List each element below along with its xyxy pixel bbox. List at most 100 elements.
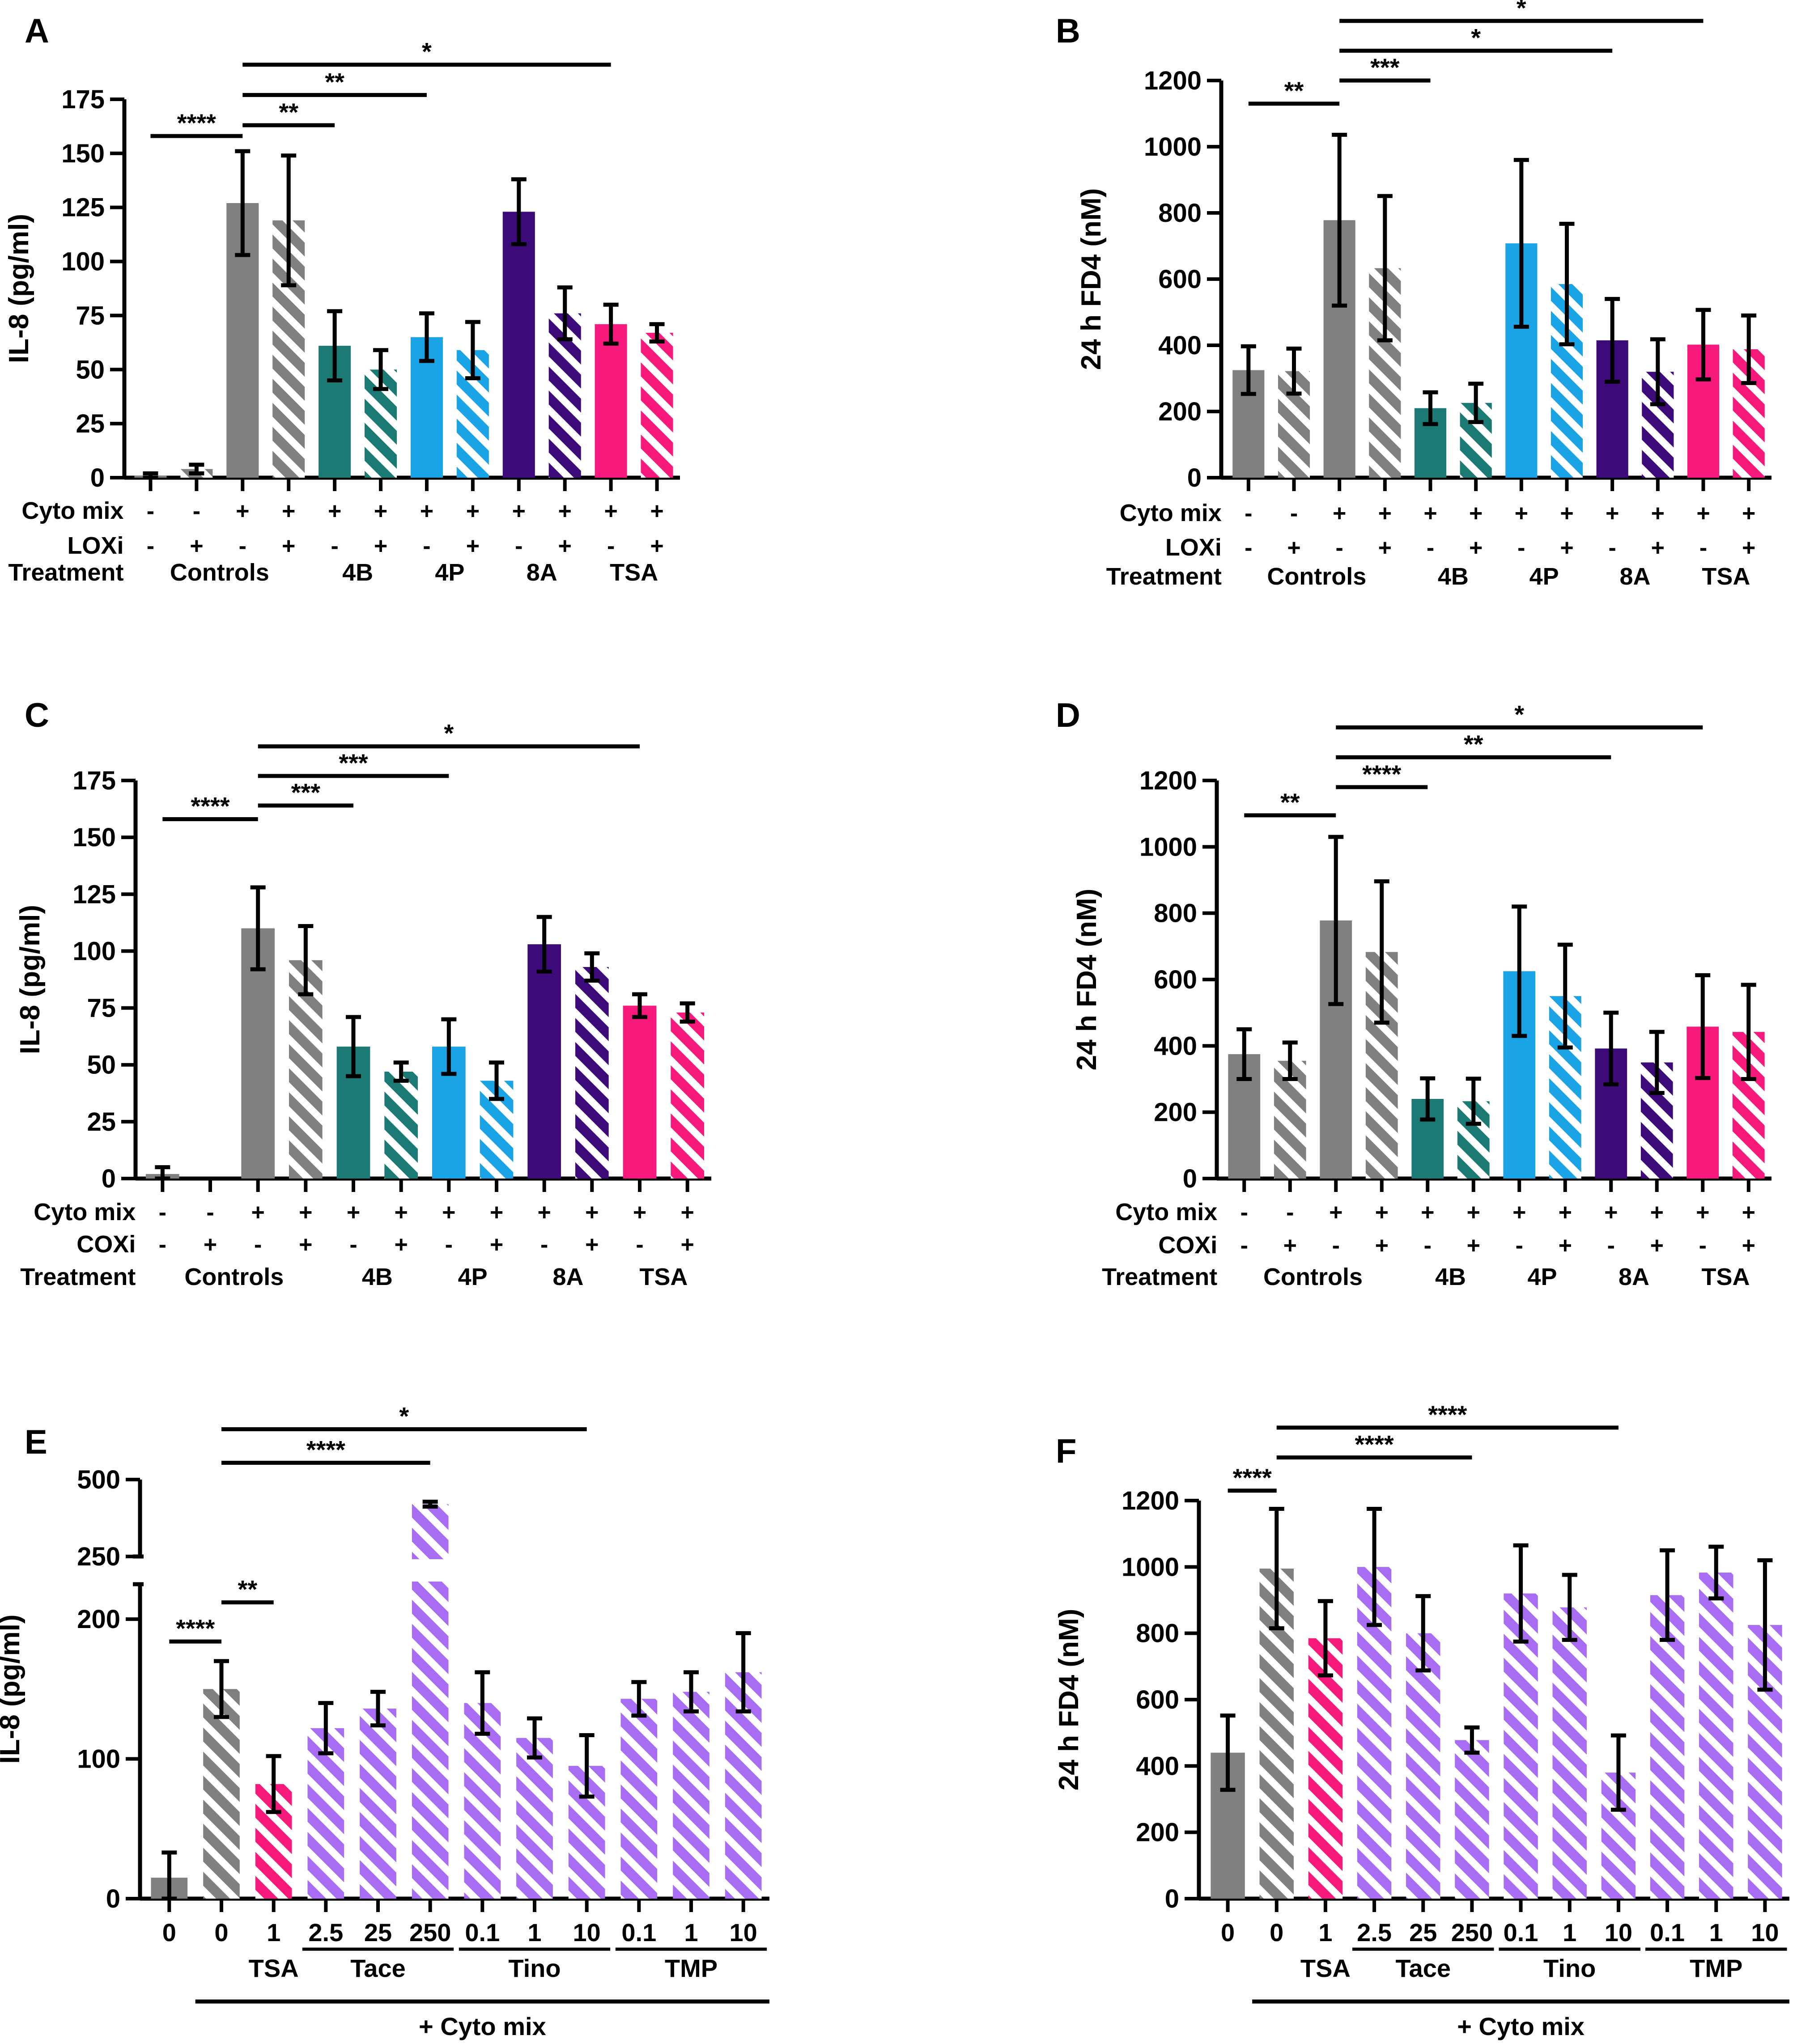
bar (384, 1071, 418, 1179)
row-sign: + (1378, 535, 1392, 561)
treatment-label: TSA (1702, 1264, 1750, 1290)
panel-letter: A (25, 12, 49, 50)
row-sign: + (558, 498, 572, 524)
row-sign: + (1650, 1200, 1664, 1226)
row-sign: - (607, 533, 615, 559)
row-sign: + (1606, 500, 1619, 526)
row-sign: - (1517, 535, 1525, 561)
y-tick-label: 600 (1136, 1685, 1179, 1714)
dose-label: 10 (1605, 1918, 1632, 1946)
y-tick-label: 0 (1165, 1884, 1179, 1913)
row-sign: + (1696, 500, 1710, 526)
row-sign: - (159, 1200, 166, 1226)
row-sign: + (1287, 535, 1300, 561)
treatment-label: 4P (1529, 563, 1559, 590)
y-tick-label: 800 (1154, 899, 1197, 928)
significance-stars: * (444, 719, 454, 747)
row-sign: + (374, 498, 387, 524)
significance-stars: **** (1428, 1400, 1467, 1429)
row-sign: - (1290, 500, 1298, 526)
row-label: COXi (1158, 1232, 1217, 1259)
bar (620, 1699, 658, 1899)
dose-label: 1 (684, 1918, 698, 1946)
y-tick-label: 75 (87, 994, 116, 1023)
significance-stars: **** (177, 109, 216, 137)
significance-stars: ** (325, 68, 344, 96)
row-sign: - (423, 533, 430, 559)
dose-label: 10 (573, 1918, 601, 1946)
row-sign: + (1467, 1200, 1480, 1226)
row-label: Treatment (1106, 563, 1222, 590)
dose-label: 1 (1318, 1918, 1332, 1946)
y-tick-label: 125 (72, 880, 116, 909)
significance-stars: ** (238, 1575, 258, 1603)
row-sign: + (299, 1232, 312, 1258)
row-sign: - (1516, 1233, 1523, 1259)
row-sign: + (537, 1200, 551, 1226)
treatment-label: Controls (184, 1264, 284, 1290)
bar (575, 967, 609, 1179)
dose-label: 250 (409, 1918, 451, 1946)
row-sign: + (299, 1200, 312, 1226)
significance-stars: ** (1280, 788, 1300, 816)
y-tick-label: 600 (1158, 265, 1202, 294)
treatment-label: Controls (1263, 1264, 1363, 1290)
row-sign: - (239, 533, 246, 559)
y-tick-label: 0 (90, 463, 105, 492)
bar (641, 333, 673, 478)
treatment-label: 4B (362, 1264, 393, 1290)
y-tick-label: 500 (77, 1465, 120, 1494)
row-sign: - (147, 498, 154, 524)
bar (1406, 1633, 1440, 1899)
row-sign: + (558, 533, 572, 559)
bar (1650, 1595, 1685, 1899)
row-sign: + (282, 498, 295, 524)
row-sign: - (349, 1232, 357, 1258)
row-sign: + (420, 498, 433, 524)
row-sign: + (1651, 500, 1665, 526)
row-sign: + (1423, 500, 1437, 526)
y-axis-title: 24 h FD4 (nM) (1054, 1609, 1084, 1790)
row-sign: + (1469, 535, 1483, 561)
row-sign: - (515, 533, 523, 559)
dose-label: 2.5 (1357, 1918, 1392, 1946)
treatment-label: TSA (639, 1264, 688, 1290)
y-tick-label: 1000 (1144, 132, 1202, 161)
dose-label: 1 (267, 1918, 280, 1946)
group-label: Tace (1396, 1954, 1451, 1982)
y-tick-label: 50 (87, 1051, 116, 1080)
significance-stars: ** (279, 98, 298, 126)
treatment-label: 4P (435, 559, 464, 586)
row-sign: + (1604, 1200, 1618, 1226)
y-axis-title: IL-8 (pg/ml) (4, 214, 34, 363)
row-sign: + (650, 498, 663, 524)
y-tick-label: 200 (1136, 1818, 1179, 1847)
row-sign: - (1699, 1233, 1707, 1259)
significance-stars: **** (191, 792, 229, 820)
row-sign: - (1245, 500, 1252, 526)
row-sign: - (159, 1232, 166, 1258)
row-sign: + (251, 1200, 264, 1226)
significance-stars: *** (1370, 53, 1400, 81)
y-tick-label: 200 (1154, 1098, 1197, 1127)
bar (623, 1005, 657, 1179)
panel-letter: F (1056, 1432, 1076, 1470)
significance-stars: **** (1362, 760, 1401, 788)
y-tick-label: 100 (77, 1745, 120, 1774)
treatment-label: 8A (527, 559, 557, 586)
row-sign: + (1469, 500, 1483, 526)
row-sign: + (1742, 535, 1755, 561)
row-sign: + (650, 533, 663, 559)
dose-label: 1 (1563, 1918, 1576, 1946)
row-sign: + (1651, 535, 1665, 561)
row-label: Cyto mix (1115, 1199, 1217, 1226)
row-sign: + (204, 1232, 217, 1258)
group-label: Tino (508, 1954, 561, 1982)
row-sign: - (193, 498, 200, 524)
significance-stars: * (1514, 700, 1524, 728)
y-tick-label: 125 (61, 193, 105, 222)
